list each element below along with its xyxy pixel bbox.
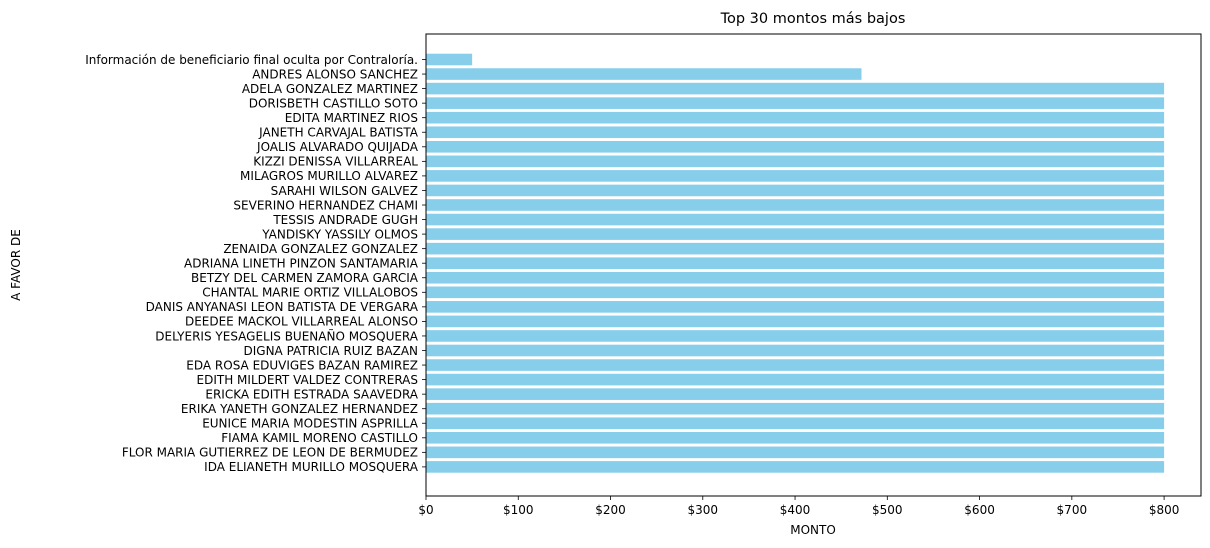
bar-23 xyxy=(426,388,1165,400)
y-tick-label-24: ERIKA YANETH GONZALEZ HERNANDEZ xyxy=(181,402,418,416)
bar-20 xyxy=(426,344,1165,357)
x-tick-label-3: $300 xyxy=(688,503,719,517)
bar-27 xyxy=(426,446,1165,459)
bar-13 xyxy=(426,242,1165,255)
y-tick-label-23: ERICKA EDITH ESTRADA SAAVEDRA xyxy=(205,387,418,401)
bar-11 xyxy=(426,213,1165,226)
y-tick-label-27: FLOR MARIA GUTIERREZ DE LEON DE BERMUDEZ xyxy=(122,446,418,460)
y-tick-label-8: MILAGROS MURILLO ALVAREZ xyxy=(240,169,418,183)
y-tick-label-25: EUNICE MARIA MODESTIN ASPRILLA xyxy=(202,417,419,431)
y-tick-label-20: DIGNA PATRICIA RUIZ BAZAN xyxy=(243,344,418,358)
bar-10 xyxy=(426,199,1165,211)
bar-9 xyxy=(426,184,1165,197)
y-tick-label-12: YANDISKY YASSILY OLMOS xyxy=(261,227,418,241)
bar-1 xyxy=(426,68,862,80)
x-tick-label-8: $800 xyxy=(1149,503,1180,517)
bar-7 xyxy=(426,155,1165,168)
x-axis-label: MONTO xyxy=(790,523,836,537)
bar-25 xyxy=(426,417,1165,430)
x-tick-label-7: $700 xyxy=(1057,503,1088,517)
bar-14 xyxy=(426,257,1165,269)
bar-28 xyxy=(426,461,1165,473)
y-tick-label-1: ANDRES ALONSO SANCHEZ xyxy=(252,67,418,81)
bar-4 xyxy=(426,111,1165,124)
bar-26 xyxy=(426,432,1165,444)
bar-6 xyxy=(426,141,1165,153)
bar-8 xyxy=(426,170,1165,182)
x-tick-label-1: $100 xyxy=(503,503,534,517)
x-tick-label-0: $0 xyxy=(418,503,433,517)
bar-0 xyxy=(426,53,473,66)
x-ticks: $0 $100 $200 $300 $400 $500 $600 $700 $800 xyxy=(418,496,1179,517)
bar-24 xyxy=(426,402,1165,415)
y-tick-label-19: DELYERIS YESAGELIS BUENAÑO MOSQUERA xyxy=(155,328,419,343)
y-tick-label-9: SARAHI WILSON GALVEZ xyxy=(271,184,418,198)
y-tick-label-2: ADELA GONZALEZ MARTINEZ xyxy=(242,82,418,96)
y-tick-label-11: TESSIS ANDRADE GUGH xyxy=(272,213,418,227)
y-tick-label-3: DORISBETH CASTILLO SOTO xyxy=(249,96,418,110)
bar-15 xyxy=(426,271,1165,284)
bar-3 xyxy=(426,97,1165,109)
bar-16 xyxy=(426,286,1165,299)
x-tick-label-5: $500 xyxy=(872,503,903,517)
y-axis-label: A FAVOR DE xyxy=(9,229,23,301)
plot-frame xyxy=(425,33,1202,497)
y-tick-label-6: JOALIS ALVARADO QUIJADA xyxy=(256,140,419,154)
y-tick-label-15: BETZY DEL CARMEN ZAMORA GARCIA xyxy=(191,271,419,285)
y-tick-label-16: CHANTAL MARIE ORTIZ VILLALOBOS xyxy=(202,286,418,300)
y-tick-labels: Información de beneficiario final oculta… xyxy=(85,53,426,474)
y-tick-label-4: EDITA MARTINEZ RIOS xyxy=(285,111,418,125)
bar-17 xyxy=(426,301,1165,313)
y-tick-label-26: FIAMA KAMIL MORENO CASTILLO xyxy=(221,431,418,445)
y-tick-label-14: ADRIANA LINETH PINZON SANTAMARIA xyxy=(184,257,419,271)
y-tick-label-28: IDA ELIANETH MURILLO MOSQUERA xyxy=(204,460,419,474)
y-tick-label-10: SEVERINO HERNANDEZ CHAMI xyxy=(233,198,418,212)
y-tick-label-21: EDA ROSA EDUVIGES BAZAN RAMIREZ xyxy=(186,358,418,372)
bar-18 xyxy=(426,315,1165,328)
x-tick-label-2: $200 xyxy=(595,503,626,517)
y-tick-label-17: DANIS ANYANASI LEON BATISTA DE VERGARA xyxy=(146,300,419,314)
y-tick-label-0: Información de beneficiario final oculta… xyxy=(85,53,418,67)
y-tick-label-5: JANETH CARVAJAL BATISTA xyxy=(258,126,419,140)
bar-19 xyxy=(426,330,1165,342)
y-tick-label-13: ZENAIDA GONZALEZ GONZALEZ xyxy=(223,242,418,256)
y-tick-label-18: DEEDEE MACKOL VILLARREAL ALONSO xyxy=(185,315,418,329)
bar-22 xyxy=(426,373,1165,386)
bar-21 xyxy=(426,359,1165,371)
bars-group xyxy=(426,53,1165,473)
y-tick-label-22: EDITH MILDERT VALDEZ CONTRERAS xyxy=(197,373,418,387)
bar-5 xyxy=(426,126,1165,139)
x-tick-label-6: $600 xyxy=(964,503,995,517)
bar-2 xyxy=(426,82,1165,95)
y-tick-label-7: KIZZI DENISSA VILLARREAL xyxy=(253,155,418,169)
x-tick-label-4: $400 xyxy=(780,503,811,517)
bar-12 xyxy=(426,228,1165,240)
chart-title: Top 30 montos más bajos xyxy=(720,11,906,27)
